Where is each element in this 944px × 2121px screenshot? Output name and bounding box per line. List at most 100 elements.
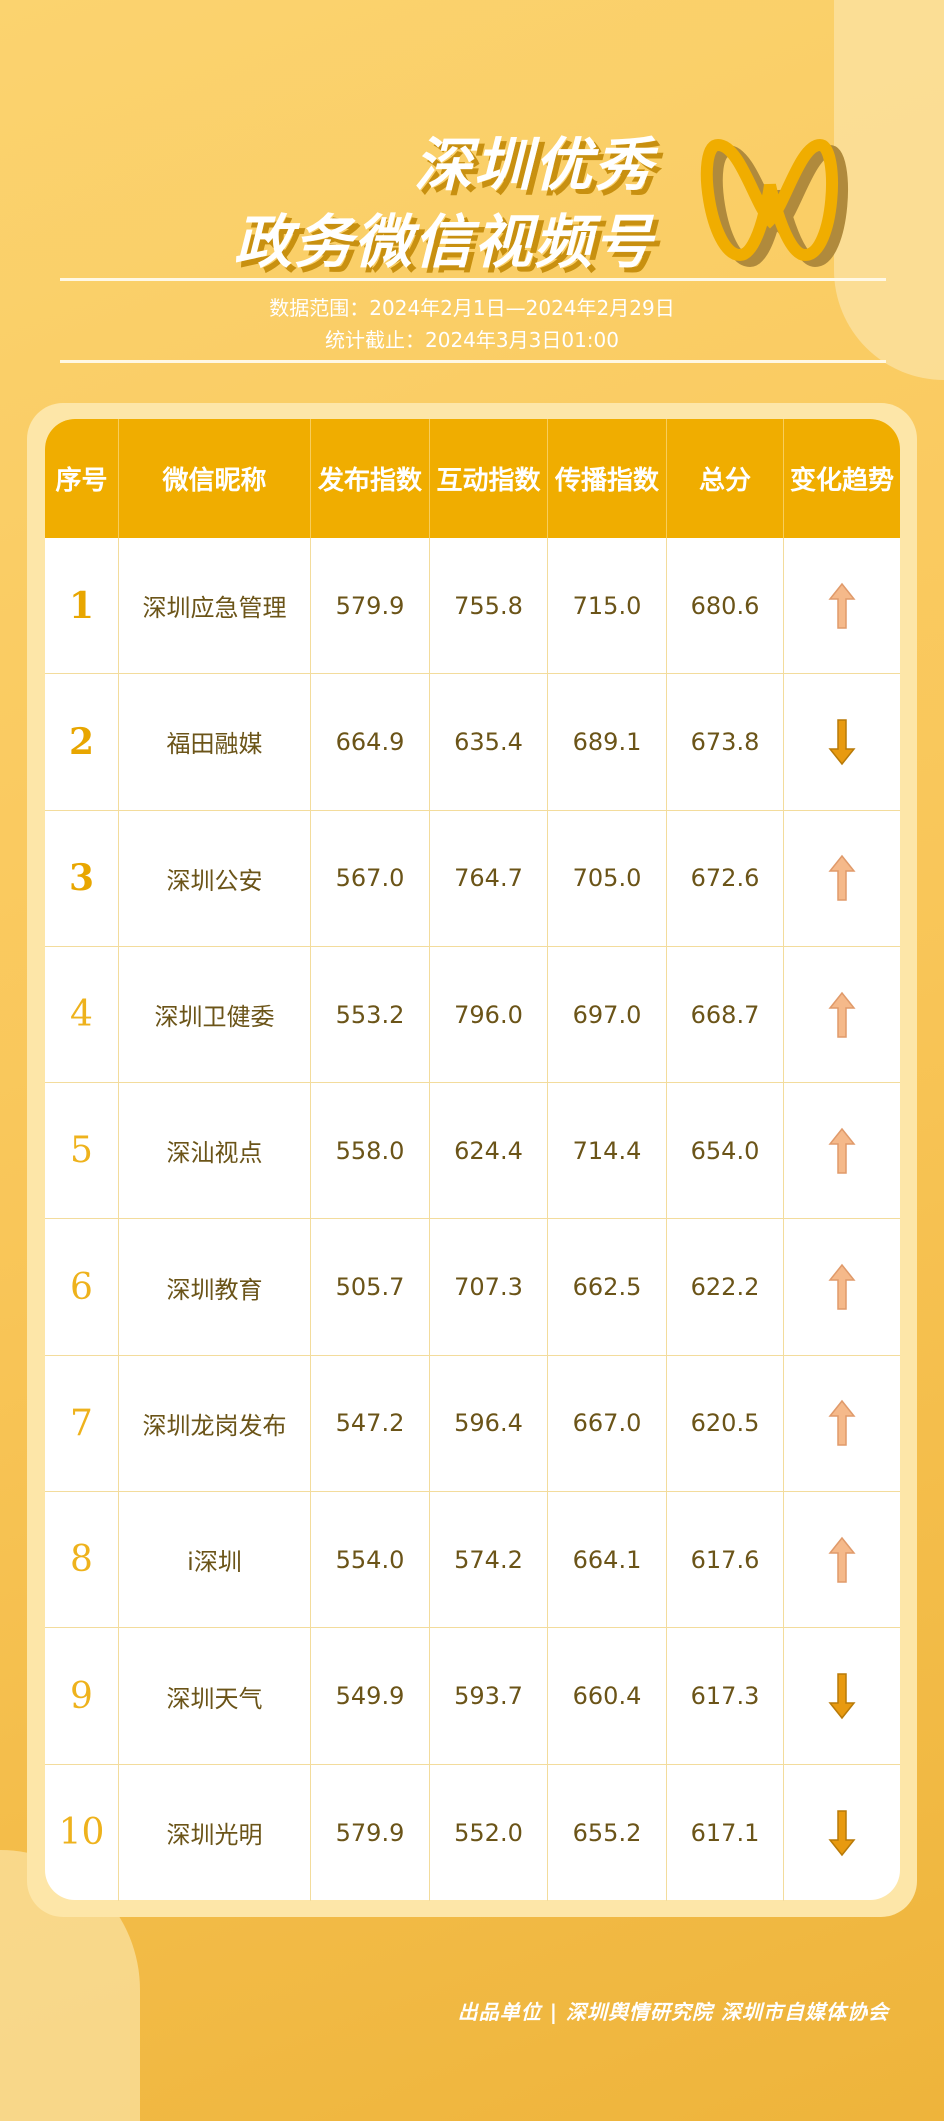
cell-spread: 715.0: [548, 538, 667, 674]
table-row: 9 深圳天气 549.9 593.7 660.4 617.3: [45, 1628, 900, 1765]
cell-total: 620.5: [667, 1355, 784, 1492]
cell-spread: 714.4: [548, 1083, 667, 1219]
cell-publish: 664.9: [311, 674, 430, 810]
cell-rank: 4: [45, 946, 119, 1083]
cell-name: 深圳教育: [119, 1219, 311, 1355]
cell-trend: [784, 1219, 900, 1354]
cell-interact: 707.3: [430, 1219, 548, 1355]
cell-rank: 10: [45, 1764, 119, 1901]
spread-value: 655.2: [572, 1818, 642, 1847]
publish-value: 579.9: [335, 591, 405, 620]
interact-value: 596.4: [454, 1409, 523, 1438]
ranking-table: 序号 微信昵称 发布指数 互动指数 传播指数 总分 变化趋势 1 深圳应急管理 57…: [45, 419, 900, 1901]
channels-logo-icon: [700, 138, 848, 268]
cell-total: 668.7: [667, 946, 784, 1083]
header-name: 微信昵称: [119, 419, 311, 538]
total-value: 617.3: [690, 1682, 760, 1711]
name-value: 深圳教育: [166, 1275, 263, 1304]
header-publish: 发布指数: [311, 419, 430, 538]
cell-rank: 3: [45, 810, 119, 946]
interact-value: 796.0: [454, 1000, 523, 1029]
cell-rank: 9: [45, 1628, 119, 1764]
rank-value: 2: [68, 720, 95, 763]
interact-value: 635.4: [454, 727, 523, 756]
total-value: 668.7: [690, 1000, 760, 1029]
cell-name: 福田融媒: [119, 674, 311, 810]
table-row: 7 深圳龙岗发布 547.2 596.4 667.0 620.5: [45, 1355, 900, 1493]
total-value: 654.0: [690, 1136, 760, 1165]
rank-value: 9: [70, 1675, 93, 1717]
cell-name: 深圳卫健委: [119, 946, 311, 1083]
table-row: 3 深圳公安 567.0 764.7 705.0 672.6: [45, 810, 900, 947]
table-row: 1 深圳应急管理 579.9 755.8 715.0 680.6: [45, 538, 900, 675]
cell-spread: 664.1: [548, 1492, 667, 1628]
arrow-down-icon: [828, 719, 856, 766]
spread-value: 667.0: [572, 1409, 642, 1438]
cell-interact: 755.8: [430, 538, 548, 674]
cell-publish: 567.0: [311, 810, 430, 946]
cell-total: 617.6: [667, 1492, 784, 1628]
arrow-up-icon: [828, 1400, 856, 1447]
arrow-up-icon: [828, 1536, 856, 1583]
spread-value: 697.0: [572, 1000, 642, 1029]
cell-total: 654.0: [667, 1083, 784, 1219]
rank-value: 3: [68, 857, 95, 900]
publish-value: 558.0: [335, 1136, 405, 1165]
cell-rank: 8: [45, 1492, 119, 1628]
cell-publish: 549.9: [311, 1628, 430, 1764]
title-line1: 深圳优秀: [413, 131, 654, 199]
cell-spread: 705.0: [548, 810, 667, 946]
cell-interact: 796.0: [430, 946, 548, 1083]
cell-trend: [784, 538, 900, 673]
table-row: 5 深汕视点 558.0 624.4 714.4 654.0: [45, 1083, 900, 1220]
name-value: 深圳公安: [166, 866, 263, 895]
cell-spread: 655.2: [548, 1764, 667, 1901]
cell-rank: 7: [45, 1355, 119, 1492]
cell-rank: 2: [45, 674, 119, 810]
cell-interact: 764.7: [430, 810, 548, 946]
interact-value: 764.7: [454, 864, 523, 893]
cell-trend: [784, 1492, 900, 1627]
cell-interact: 552.0: [430, 1764, 548, 1901]
publish-value: 547.2: [335, 1409, 405, 1438]
rank-value: 8: [70, 1539, 93, 1581]
cell-spread: 662.5: [548, 1219, 667, 1355]
total-value: 622.2: [690, 1273, 760, 1302]
arrow-up-icon: [828, 991, 856, 1038]
total-value: 617.1: [690, 1818, 760, 1847]
cell-trend: [784, 1765, 900, 1901]
arrow-up-icon: [828, 855, 856, 901]
name-value: 深圳天气: [166, 1684, 263, 1713]
cell-spread: 697.0: [548, 946, 667, 1083]
cell-trend: [784, 674, 900, 809]
publish-value: 567.0: [335, 864, 405, 893]
cell-interact: 593.7: [430, 1628, 548, 1764]
rank-value: 5: [70, 1130, 93, 1172]
cell-interact: 635.4: [430, 674, 548, 810]
publish-value: 554.0: [335, 1545, 405, 1574]
cell-name: 深汕视点: [119, 1083, 311, 1219]
spread-value: 714.4: [572, 1136, 642, 1165]
total-value: 617.6: [690, 1545, 760, 1574]
total-value: 672.6: [690, 864, 760, 893]
divider: [60, 360, 886, 363]
cell-publish: 547.2: [311, 1355, 430, 1492]
publish-value: 553.2: [335, 1000, 405, 1029]
header-trend: 变化趋势: [789, 466, 894, 496]
rank-value: 4: [70, 994, 93, 1036]
arrow-down-icon: [828, 1673, 856, 1720]
name-value: 深圳龙岗发布: [142, 1411, 287, 1440]
cell-interact: 596.4: [430, 1355, 548, 1492]
cell-name: 深圳公安: [119, 810, 311, 946]
cell-publish: 553.2: [311, 946, 430, 1083]
publish-value: 664.9: [335, 727, 405, 756]
arrow-up-icon: [828, 1263, 856, 1310]
cell-total: 673.8: [667, 674, 784, 810]
total-value: 673.8: [690, 727, 760, 756]
title-line2: 政务微信视频号: [233, 208, 654, 276]
cell-name: 深圳龙岗发布: [119, 1355, 311, 1492]
cell-rank: 5: [45, 1083, 119, 1219]
arrow-down-icon: [828, 1810, 856, 1857]
cell-trend: [784, 1356, 900, 1491]
interact-value: 574.2: [454, 1545, 523, 1574]
